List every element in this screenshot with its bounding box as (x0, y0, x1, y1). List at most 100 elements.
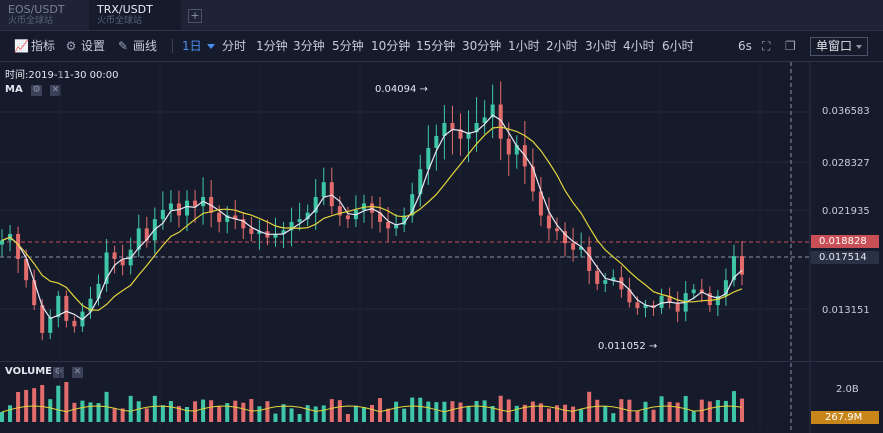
volume-bar (369, 404, 375, 422)
ma-fast-line (1, 114, 743, 321)
volume-bar (193, 401, 198, 422)
settings-button[interactable]: ⚙ 设置 (64, 31, 105, 61)
candle-body (305, 212, 310, 220)
window-mode-dropdown[interactable]: 单窗口 (810, 37, 868, 56)
period-option[interactable]: 15分钟 (416, 39, 456, 53)
volume-close-icon[interactable]: ✕ (72, 367, 83, 378)
volume-bar (522, 404, 527, 422)
volume-bar (96, 403, 101, 422)
price-axis-label: 0.036583 (822, 106, 870, 117)
period-option[interactable]: 4小时 (623, 39, 655, 53)
period-option[interactable]: 2小时 (546, 39, 578, 53)
volume-bar (563, 404, 568, 422)
candle-body (96, 283, 101, 299)
gear-icon: ⚙ (65, 39, 77, 53)
candle-body (538, 191, 543, 216)
period-option[interactable]: 5分钟 (332, 39, 364, 53)
price-axis-label: 0.013151 (822, 305, 870, 316)
ma-settings-icon[interactable]: ⚙ (31, 85, 42, 96)
candle-body (691, 289, 696, 294)
candle-body (281, 230, 286, 234)
candle-body (466, 132, 471, 139)
candle-body (482, 117, 487, 124)
candle-body (587, 246, 592, 271)
volume-bar (8, 405, 13, 422)
volume-bar (209, 400, 214, 422)
indicators-label: 指标 (31, 39, 56, 53)
tab-trx-usdt[interactable]: TRX/USDT 火币全球站 (89, 0, 181, 30)
candle-body (386, 221, 391, 229)
candle-body (506, 138, 511, 155)
candle-body (241, 219, 246, 229)
candle-body (313, 196, 318, 213)
candle-body (707, 293, 712, 306)
add-tab-button[interactable]: + (188, 9, 202, 23)
volume-bar (184, 406, 190, 422)
candle-body (249, 228, 254, 234)
volume-bar (265, 401, 270, 422)
candle-body (595, 270, 600, 284)
chart-icon: 📈 (14, 39, 29, 53)
current-price-tag: 0.018828 (811, 235, 879, 248)
volume-bar (313, 406, 318, 422)
volume-bar (498, 395, 503, 422)
tab-bar: EOS/USDT 火币全球站 TRX/USDT 火币全球站 + (0, 0, 883, 31)
price-axis-label: 0.021935 (822, 206, 870, 217)
volume-bar (691, 411, 696, 422)
volume-bar (233, 400, 238, 422)
candle-body (160, 209, 165, 220)
period-option[interactable]: 3小时 (585, 39, 617, 53)
candle-body (72, 320, 77, 327)
volume-bar (739, 398, 745, 422)
volume-bar (289, 408, 294, 422)
period-option[interactable]: 10分钟 (371, 39, 411, 53)
period-option[interactable]: 1小时 (508, 39, 540, 53)
period-dropdown[interactable]: 1日 (182, 31, 215, 61)
period-option[interactable]: 30分钟 (462, 39, 502, 53)
volume-bar (474, 400, 479, 422)
toolbar-divider (172, 39, 173, 53)
candle-body (715, 295, 720, 306)
high-price-marker: 0.04094 → (375, 84, 428, 95)
time-readout: 时间:2019-11-30 00:00 (5, 70, 119, 81)
candle-body (0, 240, 5, 245)
volume-bar (201, 399, 206, 422)
candle-body (273, 233, 278, 238)
volume-bar (72, 402, 77, 422)
volume-bar (337, 400, 342, 422)
candle-body (184, 200, 190, 216)
ma-label: MA (5, 84, 23, 95)
period-option[interactable]: 6小时 (662, 39, 694, 53)
candle-body (546, 215, 551, 229)
volume-bar (482, 400, 487, 422)
volume-bar (579, 409, 584, 422)
popout-icon[interactable]: ❐ (785, 39, 796, 53)
candle-body (56, 295, 61, 318)
volume-bar (329, 399, 334, 422)
pane-separator (0, 361, 883, 362)
volume-bar (643, 401, 648, 422)
candle-body (48, 317, 53, 333)
candle-body (64, 295, 69, 321)
fullscreen-icon[interactable]: ⛶ (762, 39, 771, 53)
volume-bar (667, 401, 672, 422)
refresh-interval[interactable]: 6s (738, 39, 752, 53)
volume-bar (297, 414, 302, 422)
ma-slow-line (1, 126, 743, 311)
candle-body (329, 182, 334, 207)
volume-settings-icon[interactable]: ⚙ (53, 367, 64, 378)
candle-body (418, 169, 423, 195)
indicators-button[interactable]: 📈 指标 (14, 31, 55, 61)
tab-eos-usdt[interactable]: EOS/USDT 火币全球站 (0, 0, 88, 30)
volume-bar (120, 408, 125, 422)
candle-body (442, 123, 447, 136)
period-option[interactable]: 3分钟 (293, 39, 325, 53)
draw-button[interactable]: ✎ 画线 (116, 31, 157, 61)
volume-axis-label: 2.0B (836, 384, 859, 395)
volume-bar (707, 401, 712, 422)
period-option[interactable]: 1分钟 (256, 39, 288, 53)
ma-close-icon[interactable]: ✕ (50, 85, 61, 96)
period-option[interactable]: 分时 (222, 39, 247, 53)
candle-body (554, 228, 560, 232)
